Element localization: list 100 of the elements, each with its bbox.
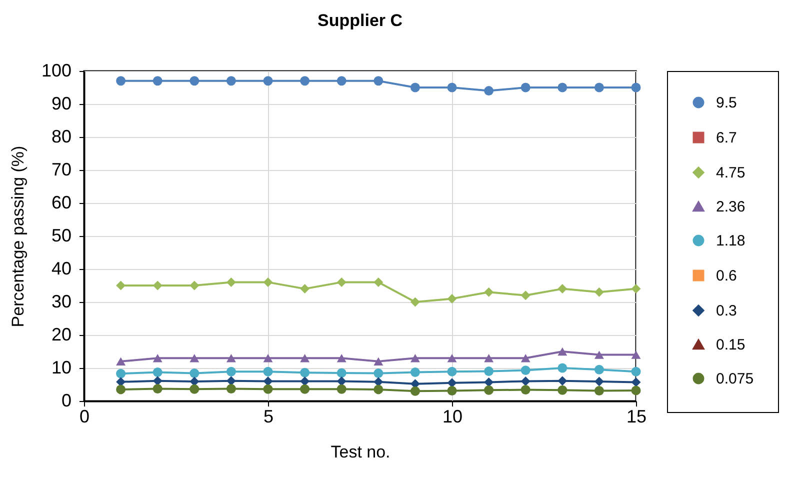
y-tick-label: 70 <box>51 160 72 180</box>
x-tick-label: 15 <box>626 406 647 426</box>
y-tick-label: 30 <box>51 292 72 312</box>
point <box>336 376 346 386</box>
point <box>520 290 530 300</box>
point <box>190 76 200 86</box>
point <box>190 354 200 362</box>
point <box>447 366 457 376</box>
point <box>594 386 604 396</box>
point <box>631 82 641 92</box>
y-tick-label: 0 <box>61 390 72 410</box>
point <box>447 386 457 396</box>
point <box>447 82 457 92</box>
point <box>226 354 236 362</box>
point <box>484 377 494 387</box>
point <box>558 363 568 373</box>
point <box>558 376 568 386</box>
legend-label: 0.075 <box>716 370 754 388</box>
point <box>226 277 236 287</box>
point <box>558 284 568 294</box>
point <box>520 385 530 395</box>
point <box>410 297 420 307</box>
point <box>484 385 494 395</box>
point <box>447 354 457 362</box>
point <box>116 384 126 394</box>
point <box>336 368 346 378</box>
legend-label: 9.5 <box>716 94 737 112</box>
point <box>300 76 310 86</box>
legend-label: 1.18 <box>716 232 746 250</box>
point <box>447 294 457 304</box>
y-tick-label: 10 <box>51 358 72 378</box>
point <box>520 376 530 386</box>
y-tick-label: 50 <box>51 226 72 246</box>
point <box>484 86 494 96</box>
point <box>594 350 604 359</box>
point <box>336 277 346 287</box>
point <box>190 280 200 290</box>
point <box>558 385 568 395</box>
point <box>116 357 126 366</box>
point <box>374 76 384 86</box>
y-tick-label: 60 <box>51 192 72 212</box>
point <box>226 384 236 394</box>
point <box>558 82 568 92</box>
point <box>410 354 420 362</box>
x-axis-title: Test no. <box>330 442 390 462</box>
point <box>336 384 346 394</box>
point <box>190 376 200 386</box>
point <box>152 384 162 394</box>
point <box>226 366 236 376</box>
legend-label: 0.3 <box>716 302 737 320</box>
point <box>116 368 126 378</box>
point <box>410 386 420 396</box>
point <box>631 377 641 387</box>
point <box>263 354 273 362</box>
legend-label: 0.6 <box>716 268 737 284</box>
point <box>263 277 273 287</box>
point <box>410 82 420 92</box>
x-tick-label: 10 <box>442 406 463 426</box>
y-tick-label: 40 <box>51 258 72 278</box>
legend-label: 4.75 <box>716 164 746 182</box>
point <box>484 354 494 362</box>
point <box>631 350 641 359</box>
point <box>116 76 126 86</box>
point <box>594 376 604 386</box>
point <box>300 368 310 378</box>
point <box>190 384 200 394</box>
point <box>374 368 384 378</box>
chart-title: Supplier C <box>317 11 403 30</box>
point <box>300 284 310 294</box>
y-tick-label: 80 <box>51 126 72 146</box>
point <box>594 287 604 297</box>
point <box>410 368 420 378</box>
point <box>152 76 162 86</box>
point <box>520 366 530 376</box>
legend-label: 0.15 <box>716 336 746 354</box>
point <box>484 287 494 297</box>
point <box>116 280 126 290</box>
y-tick-label: 20 <box>51 324 72 344</box>
point <box>226 376 236 386</box>
x-tick-label: 0 <box>79 406 90 426</box>
point <box>336 354 346 362</box>
point <box>263 76 273 86</box>
legend-label: 6.7 <box>716 130 737 146</box>
point <box>152 354 162 362</box>
point <box>558 347 568 356</box>
point <box>263 366 273 376</box>
point <box>374 377 384 387</box>
point <box>263 376 273 386</box>
x-tick-label: 5 <box>263 406 274 426</box>
point <box>520 82 530 92</box>
point <box>374 384 384 394</box>
point <box>484 366 494 376</box>
point <box>374 357 384 366</box>
point <box>336 76 346 86</box>
point <box>594 364 604 374</box>
point <box>374 277 384 287</box>
point <box>447 378 457 388</box>
point <box>300 354 310 362</box>
point <box>631 366 641 376</box>
point <box>300 384 310 394</box>
